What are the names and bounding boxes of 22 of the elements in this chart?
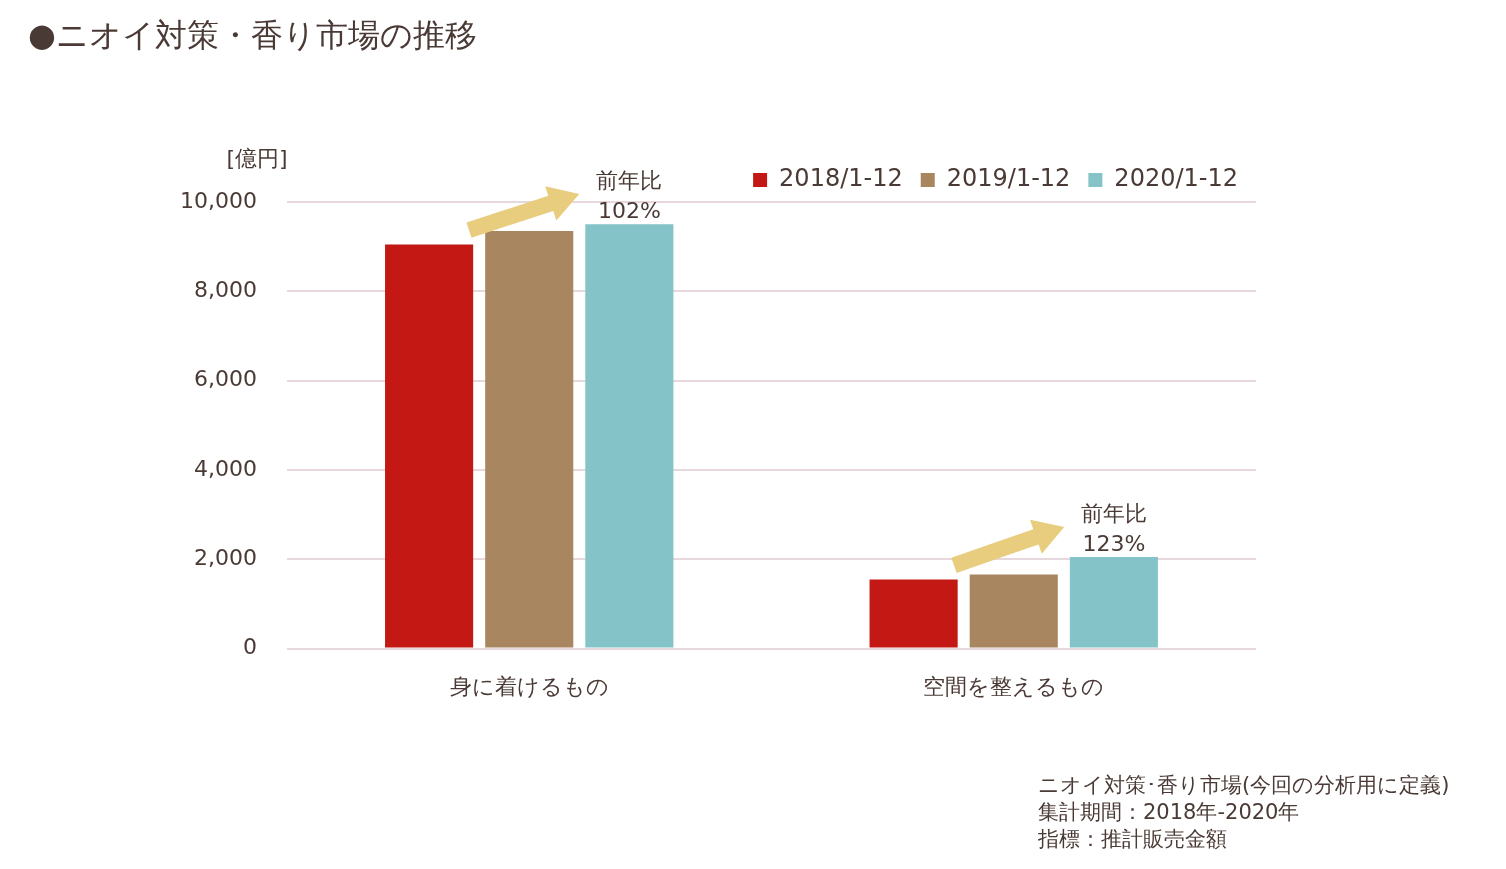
- text: 集計期間：2018年-2020年: [1038, 800, 1300, 824]
- legend-label: 2020/1-12: [1114, 164, 1239, 193]
- y-tick-label: 10,000: [179, 187, 257, 213]
- chart-title: ●ニオイ対策・香り市場の推移: [28, 15, 477, 56]
- legend-label: 2018/1-12: [779, 164, 903, 193]
- legend-label: 2019/1-12: [946, 164, 1071, 193]
- y-axis-title: [億円]: [226, 145, 288, 171]
- annotation: 前年比 123%: [1080, 500, 1147, 556]
- x-tick-label: 身に着けるもの: [449, 673, 609, 699]
- text: 指標：推計販売金額: [1038, 827, 1227, 851]
- text: ニオイ対策･香り市場(今回の分析用に定義): [1038, 773, 1450, 797]
- y-tick-label: 4,000: [193, 455, 257, 481]
- bar: [1069, 557, 1158, 648]
- annotation: 前年比 102%: [596, 168, 663, 224]
- y-tick-label: 8,000: [193, 277, 257, 303]
- y-tick-label: 6,000: [193, 366, 257, 392]
- bar: [385, 244, 474, 648]
- y-tick-label: 0: [242, 634, 257, 660]
- x-tick-label: 空間を整えるもの: [923, 673, 1105, 699]
- y-tick-label: 2,000: [193, 545, 257, 570]
- bar: [585, 224, 674, 648]
- bar: [869, 579, 958, 648]
